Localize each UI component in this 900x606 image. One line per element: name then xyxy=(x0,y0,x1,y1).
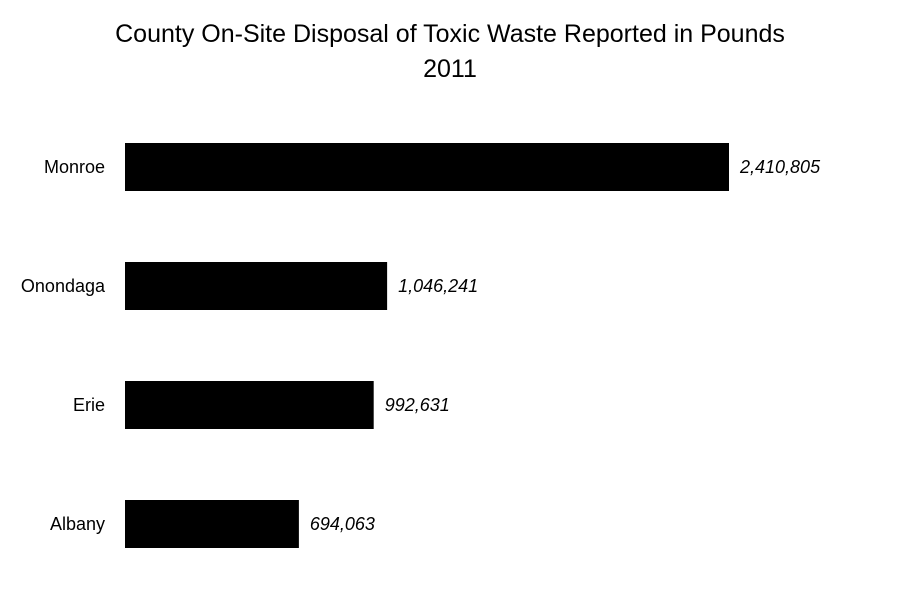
value-label-onondaga: 1,046,241 xyxy=(398,276,478,296)
category-label-erie: Erie xyxy=(73,395,105,415)
value-label-albany: 694,063 xyxy=(310,514,375,534)
chart-title: County On-Site Disposal of Toxic Waste R… xyxy=(115,20,785,48)
category-label-onondaga: Onondaga xyxy=(21,276,106,296)
bar-erie xyxy=(125,381,374,429)
bar-monroe xyxy=(125,143,729,191)
value-label-erie: 992,631 xyxy=(385,395,450,415)
bar-onondaga xyxy=(125,262,388,310)
category-label-monroe: Monroe xyxy=(44,157,105,177)
category-label-albany: Albany xyxy=(50,514,105,534)
bar-albany xyxy=(125,500,299,548)
chart-subtitle: 2011 xyxy=(423,55,477,83)
value-label-monroe: 2,410,805 xyxy=(739,157,821,177)
